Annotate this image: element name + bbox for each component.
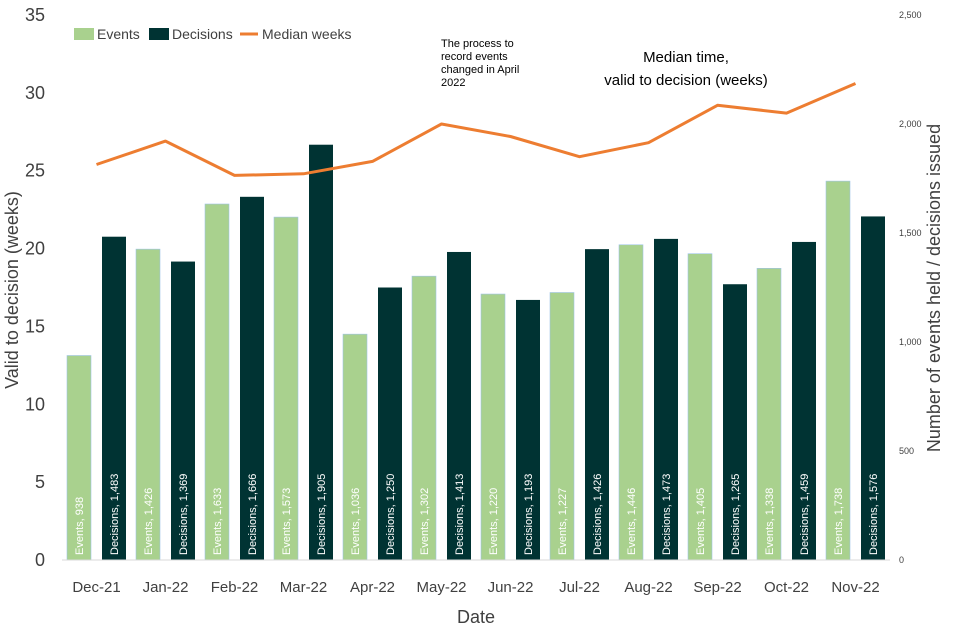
process-change-annotation: changed in April: [441, 64, 519, 76]
decisions-bar: [654, 238, 678, 561]
x-tick-label: Jan-22: [143, 579, 189, 596]
events-bar: [618, 244, 644, 561]
y-axis-title: Valid to decision (weeks): [2, 191, 22, 389]
events-bar-label: Events, 1,220: [488, 488, 500, 555]
x-tick-label: Dec-21: [72, 579, 120, 596]
x-tick-label: Oct-22: [764, 579, 809, 596]
bar-labels-layer: Events, 938 Decisions, 1,483 Events, 1,426…: [74, 474, 880, 555]
events-bar: [825, 180, 851, 561]
legend-decisions-label: Decisions: [172, 26, 233, 42]
decisions-bar: [102, 236, 126, 560]
events-bar: [549, 292, 575, 561]
y-tick-label: 30: [25, 83, 45, 103]
x-tick-label: Jun-22: [488, 579, 534, 596]
x-tick-label: Aug-22: [624, 579, 672, 596]
bars-layer: [66, 144, 885, 561]
y2-axis-title: Number of events held / decisions issued: [924, 124, 944, 452]
median-weeks-line: [96, 82, 857, 177]
y-tick-label: 25: [25, 161, 45, 181]
legend-events-swatch: [74, 28, 94, 40]
decisions-bar-label: Decisions, 1,193: [523, 474, 535, 555]
decisions-bar-label: Decisions, 1,483: [109, 474, 121, 555]
y2-tick-label: 2,500: [899, 10, 922, 20]
events-bar: [480, 293, 506, 561]
decisions-bar: [792, 241, 816, 561]
y2-tick-label: 2,000: [899, 119, 922, 129]
events-bar: [135, 248, 161, 561]
decisions-bar: [240, 196, 264, 560]
events-bar-label: Events, 1,338: [764, 488, 776, 555]
decisions-bar-label: Decisions, 1,473: [661, 474, 673, 555]
decisions-bar: [723, 284, 747, 560]
legend-median-label: Median weeks: [262, 26, 352, 42]
y-tick-label: 20: [25, 239, 45, 259]
y-tick-label: 0: [35, 550, 45, 570]
decisions-bar: [378, 287, 402, 560]
legend-decisions-swatch: [149, 28, 169, 40]
x-tick-label: Feb-22: [211, 579, 259, 596]
decisions-bar: [447, 251, 471, 560]
decisions-bar-label: Decisions, 1,576: [868, 474, 880, 555]
decisions-bar: [516, 299, 540, 560]
x-tick-label: Nov-22: [831, 579, 879, 596]
decisions-bar-label: Decisions, 1,369: [178, 474, 190, 555]
y-tick-label: 35: [25, 5, 45, 25]
median-time-annotation: valid to decision (weeks): [604, 72, 767, 89]
decisions-bar: [861, 216, 885, 560]
y-tick-label: 5: [35, 472, 45, 492]
decisions-bar-label: Decisions, 1,666: [247, 474, 259, 555]
events-bar: [66, 355, 92, 561]
process-change-annotation: record events: [441, 51, 508, 63]
process-change-annotation: 2022: [441, 77, 465, 89]
y2-tick-label: 500: [899, 446, 914, 456]
y2-tick-label: 1,000: [899, 337, 922, 347]
events-bar: [756, 268, 782, 561]
y2-tick-label: 0: [899, 555, 904, 565]
events-bar-label: Events, 1,426: [143, 488, 155, 555]
x-tick-label: Mar-22: [280, 579, 328, 596]
events-bar-label: Events, 1,227: [557, 488, 569, 555]
left-axis-ticks: 0 5 10 15 20 25 30 35: [25, 5, 45, 570]
x-tick-label: Sep-22: [693, 579, 741, 596]
decisions-bar-label: Decisions, 1,265: [730, 474, 742, 555]
events-bar-label: Events, 1,573: [281, 488, 293, 555]
x-tick-label: Jul-22: [559, 579, 600, 596]
events-bar-label: Events, 1,633: [212, 488, 224, 555]
decisions-bar-label: Decisions, 1,905: [316, 474, 328, 555]
events-bar-label: Events, 1,302: [419, 488, 431, 555]
events-bar: [204, 203, 230, 561]
events-bar-label: Events, 1,738: [833, 488, 845, 555]
events-bar-label: Events, 1,036: [350, 488, 362, 555]
decisions-bar: [585, 249, 609, 560]
decisions-bar: [309, 144, 333, 560]
x-tick-label: Apr-22: [350, 579, 395, 596]
decisions-bar-label: Decisions, 1,250: [385, 474, 397, 555]
median-line-layer: [96, 82, 857, 177]
x-axis-title: Date: [457, 607, 495, 627]
events-bar-label: Events, 1,405: [695, 488, 707, 555]
x-axis-ticks: Dec-21 Jan-22 Feb-22 Mar-22 Apr-22 May-22 Jun-…: [72, 579, 879, 596]
decisions-bar-label: Decisions, 1,413: [454, 474, 466, 555]
right-axis-ticks: 0 500 1,000 1,500 2,000 2,500: [899, 10, 922, 565]
y2-tick-label: 1,500: [899, 228, 922, 238]
y-tick-label: 15: [25, 316, 45, 336]
events-bar-label: Events, 938: [74, 497, 86, 555]
decisions-bar-label: Decisions, 1,459: [799, 474, 811, 555]
decisions-bar: [171, 261, 195, 560]
median-time-annotation: Median time,: [643, 49, 729, 66]
y-tick-label: 10: [25, 394, 45, 414]
decisions-bar-label: Decisions, 1,426: [592, 474, 604, 555]
process-change-annotation: The process to: [441, 38, 514, 50]
x-tick-label: May-22: [416, 579, 466, 596]
legend-events-label: Events: [97, 26, 140, 42]
events-bar-label: Events, 1,446: [626, 488, 638, 555]
legend: Events Decisions Median weeks: [74, 26, 352, 42]
